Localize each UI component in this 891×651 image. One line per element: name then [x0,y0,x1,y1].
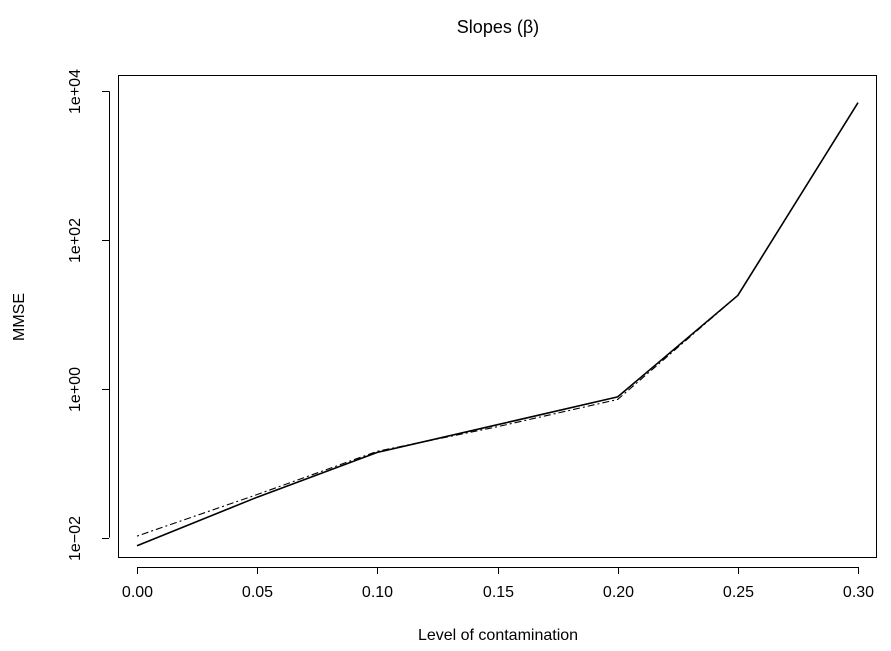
y-tick-label: 1e−02 [67,516,84,561]
series-line-solid [136,102,859,547]
x-tick-label: 0.00 [122,584,153,601]
x-tick-label: 0.10 [362,584,393,601]
y-tick-label: 1e+02 [67,218,84,263]
chart-title: Slopes (β) [457,17,539,37]
series-line-dotdash [136,102,859,537]
plot-frame [118,75,877,558]
x-axis-label: Level of contamination [418,627,578,644]
y-axis-label: MMSE [11,293,28,341]
y-tick-label: 1e+04 [67,69,84,114]
y-axis: 1e−02 1e+00 1e+02 1e+04 [67,69,110,561]
x-tick-label: 0.05 [242,584,273,601]
x-tick-label: 0.25 [723,584,754,601]
x-axis: 0.00 0.05 0.10 0.15 0.20 0.25 0.30 [122,567,874,601]
y-tick-label: 1e+00 [67,367,84,412]
x-tick-label: 0.30 [843,584,874,601]
x-tick-label: 0.15 [483,584,514,601]
series-layer [136,102,859,547]
x-tick-label: 0.20 [603,584,634,601]
